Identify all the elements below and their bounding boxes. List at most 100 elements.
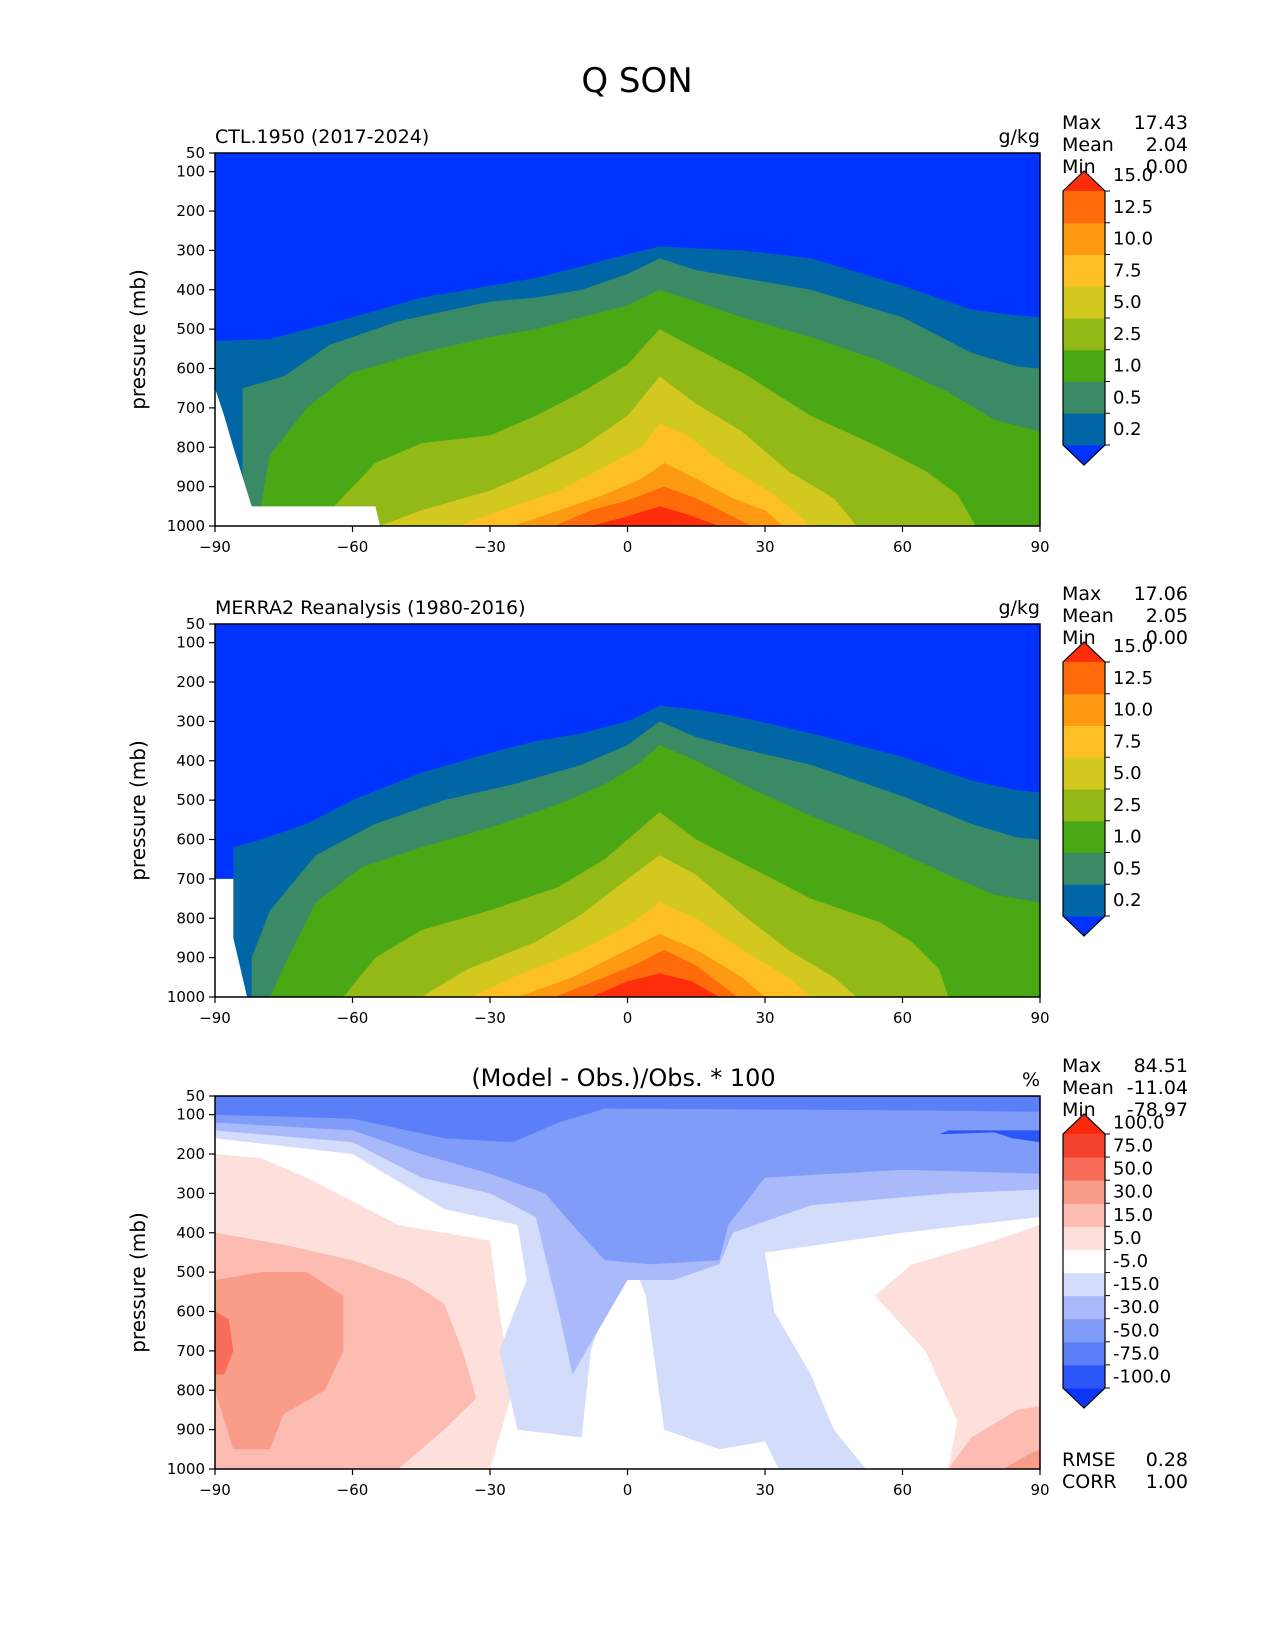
x-tick-label: 60 [893,538,912,556]
panel-title: CTL.1950 (2017-2024) [215,126,429,148]
y-axis-label: pressure (mb) [126,1212,150,1353]
colorbar-tip-bottom [1063,445,1105,465]
stat-value: 2.04 [1146,134,1188,156]
stat-label: Min [1062,156,1096,178]
x-tick-label: −60 [337,538,369,556]
stat-label: Mean [1062,605,1114,627]
colorbar-tick-label: 10.0 [1113,700,1153,721]
stat-label: Mean [1062,134,1114,156]
y-tick-label: 700 [176,1342,205,1360]
x-tick-label: 0 [623,1009,633,1027]
diff-region-neg-50 [215,1096,1040,1143]
colorbar-segment [1063,318,1105,351]
stat-value: 0.00 [1146,156,1188,178]
x-tick-label: −90 [199,1009,231,1027]
colorbar-tip-bottom [1063,1388,1105,1408]
colorbar: 0.2 0.5 1.0 2.5 5.0 7.5 10.0 12.5 15.0 [1062,636,1153,937]
y-tick-label: 900 [176,478,205,496]
x-tick-label: 30 [755,538,774,556]
diff-region-pos-north-30 [948,1406,1040,1469]
stat-label: Max [1062,583,1101,605]
y-tick-label: 1000 [167,988,205,1006]
y-axis-label: pressure (mb) [126,269,150,410]
colorbar-tick-label: 5.0 [1113,292,1142,313]
colorbar-tick-label: 50.0 [1113,1159,1153,1180]
x-tick-label: 60 [893,1009,912,1027]
colorbar-segment [1063,191,1105,224]
stat-label: Min [1062,1099,1096,1121]
x-tick-label: −30 [474,1009,506,1027]
colorbar-tick-label: 0.2 [1113,419,1142,440]
stat-label: Max [1062,1055,1101,1077]
colorbar-tick-label: 7.5 [1113,260,1142,281]
colorbar-tick-label: 15.0 [1113,165,1153,186]
colorbar-tick-label: -30.0 [1113,1297,1160,1318]
colorbar-tick-label: -75.0 [1113,1343,1160,1364]
y-tick-label: 600 [176,831,205,849]
colorbar-tick-label: -5.0 [1113,1251,1148,1272]
y-tick-label: 200 [176,673,205,691]
x-tick-label: 90 [1030,1481,1049,1499]
y-tick-label: 400 [176,1224,205,1242]
diff-region-pos-north-15 [875,1224,1040,1469]
colorbar: -100.0-75.0-50.0-30.0-15.0-5.05.015.030.… [1062,1112,1171,1409]
y-tick-label: 600 [176,1303,205,1321]
y-tick-label: 800 [176,909,205,927]
colorbar-segment [1063,1295,1105,1320]
y-tick-label: 100 [176,1106,205,1124]
colorbar-segment [1063,1341,1105,1366]
colorbar-tick-label: 1.0 [1113,827,1142,848]
diff-region-pos-75 [215,1311,234,1375]
y-tick-label: 200 [176,1145,205,1163]
stat-value: 2.05 [1146,605,1188,627]
x-tick-label: −30 [474,538,506,556]
plot-area [215,153,1040,526]
stat-value: 84.51 [1134,1055,1188,1077]
colorbar-segment [1063,884,1105,917]
colorbar-segment [1063,693,1105,726]
y-tick-label: 900 [176,949,205,967]
colorbar-tick-label: 2.5 [1113,324,1142,345]
colorbar-tick-label: 1.0 [1113,356,1142,377]
stat-value: 0.00 [1146,627,1188,649]
colorbar-tick-label: 0.5 [1113,387,1142,408]
metric-value: 0.28 [1146,1449,1188,1471]
metric-label: RMSE [1062,1449,1116,1471]
y-tick-label: 100 [176,634,205,652]
colorbar-tick-label: -50.0 [1113,1320,1160,1341]
x-tick-label: −60 [337,1009,369,1027]
colorbar-tick-label: 15.0 [1113,1205,1153,1226]
plot-area [215,1096,1040,1469]
colorbar-segment [1063,1364,1105,1389]
colorbar-tick-label: 75.0 [1113,1136,1153,1157]
y-tick-label: 100 [176,163,205,181]
diff-region-neg-30 [215,1096,1040,1265]
stat-value: -78.97 [1127,1099,1188,1121]
stat-label: Min [1062,627,1096,649]
diff-region-neg-75 [939,1130,1040,1143]
units-label: g/kg [998,126,1040,148]
x-tick-label: −30 [474,1481,506,1499]
colorbar-tick-label: 5.0 [1113,763,1142,784]
metric-label: CORR [1062,1471,1117,1493]
colorbar-segment [1063,852,1105,885]
y-tick-label: 700 [176,399,205,417]
y-tick-label: 50 [186,615,205,633]
colorbar-tick-label: -15.0 [1113,1274,1160,1295]
x-tick-label: 30 [755,1009,774,1027]
y-tick-label: 400 [176,281,205,299]
colorbar-segment [1063,1272,1105,1297]
colorbar-segment [1063,1249,1105,1274]
y-tick-label: 400 [176,752,205,770]
panel-title: MERRA2 Reanalysis (1980-2016) [215,597,526,619]
colorbar-tick-label: 30.0 [1113,1182,1153,1203]
y-tick-label: 300 [176,712,205,730]
colorbar-tick-label: 0.5 [1113,858,1142,879]
x-tick-label: −90 [199,1481,231,1499]
y-tick-label: 500 [176,1263,205,1281]
